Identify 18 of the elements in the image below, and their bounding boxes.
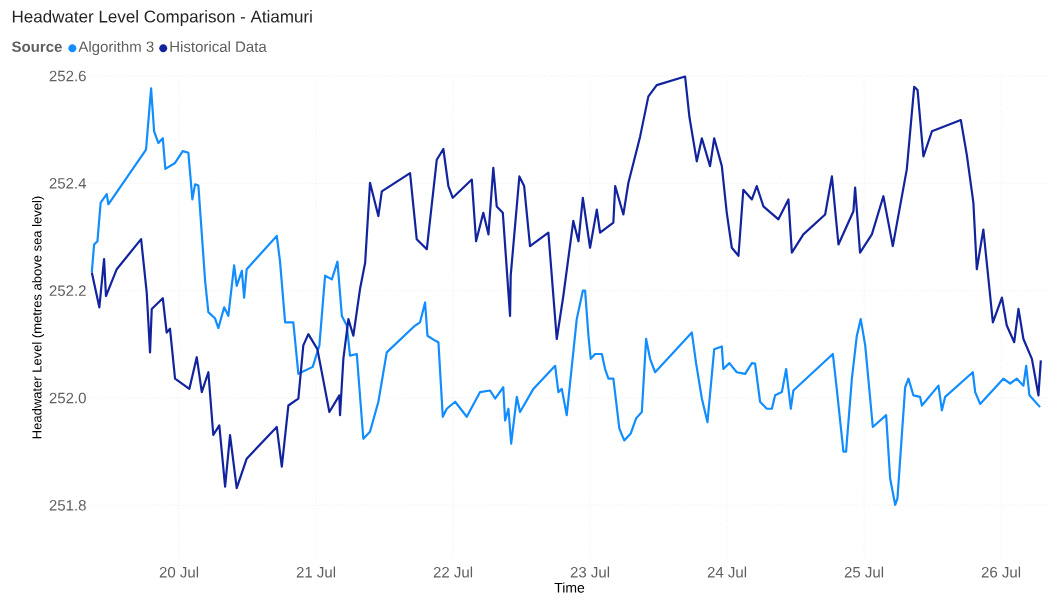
x-tick-label: 20 Jul bbox=[159, 566, 199, 578]
x-axis-title: Time bbox=[554, 582, 585, 593]
x-tick-label: 25 Jul bbox=[844, 566, 884, 578]
x-tick-label: 21 Jul bbox=[296, 566, 336, 578]
x-tick-label: 26 Jul bbox=[981, 566, 1021, 578]
legend-label: Algorithm 3 bbox=[78, 41, 154, 55]
y-tick-label: 252.6 bbox=[49, 70, 86, 82]
chart-title: Headwater Level Comparison - Atiamuri bbox=[12, 10, 312, 26]
x-tick-label: 23 Jul bbox=[570, 566, 610, 578]
y-tick-label: 252.0 bbox=[49, 392, 86, 404]
legend-label: Historical Data bbox=[170, 41, 267, 53]
legend-title: Source bbox=[11, 41, 62, 53]
x-tick-label: 22 Jul bbox=[433, 566, 473, 578]
y-tick-label: 252.4 bbox=[49, 178, 87, 189]
y-tick-label: 251.8 bbox=[49, 500, 86, 511]
x-tick-label: 24 Jul bbox=[707, 566, 747, 578]
y-tick-label: 252.2 bbox=[49, 285, 86, 296]
y-axis-title: Headwater Level (metres above sea level) bbox=[31, 196, 45, 439]
